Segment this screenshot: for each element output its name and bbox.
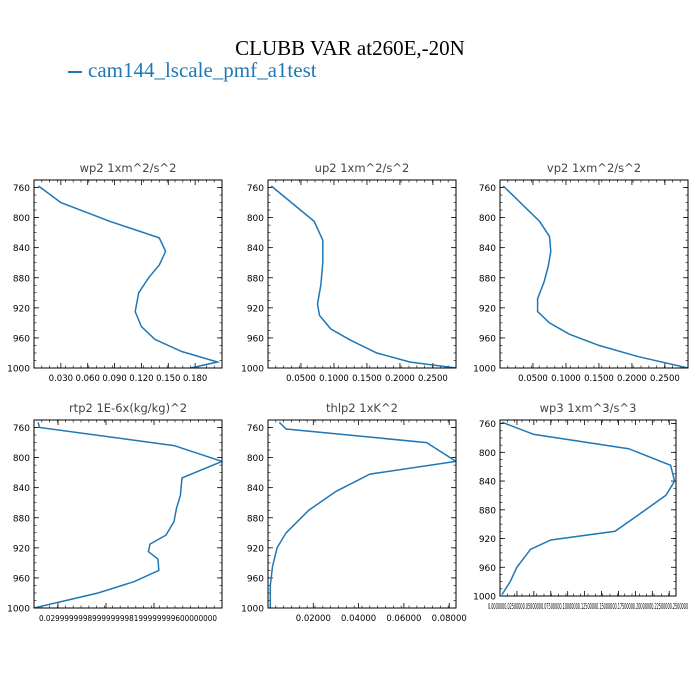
y-tick-label: 760 (479, 184, 496, 194)
panel-frame (33, 419, 223, 609)
x-tick-label: 0.1500 (584, 374, 614, 384)
y-tick-label: 800 (13, 214, 30, 224)
x-tick-label: 0.180 (183, 374, 207, 384)
panel-frame (267, 419, 457, 609)
x-tick-label: 0.1500 (352, 374, 382, 384)
x-tick-label: 0.04000 (341, 614, 376, 624)
x-tick-label: 0.1000 (551, 374, 581, 384)
y-tick-label: 960 (247, 574, 264, 584)
y-tick-label: 840 (479, 244, 496, 254)
legend-line-marker (68, 71, 82, 74)
panel-3: vp2 1xm^2/s^2 760 800 840 880 920 960 1000 0.050… (473, 161, 689, 384)
figure-title: CLUBB VAR at260E,-20N (235, 36, 465, 60)
y-tick-label: 840 (13, 244, 30, 254)
y-tick-label: 960 (13, 334, 30, 344)
x-tick-label: 0.0000000.02500000.05000000.07500000.100… (488, 602, 688, 611)
panel-frame (267, 179, 457, 369)
panel-frame (499, 419, 677, 597)
series-line (270, 185, 456, 368)
y-tick-label: 1000 (473, 365, 496, 375)
x-tick-label: 0.030 (49, 374, 73, 384)
panel-title: vp2 1xm^2/s^2 (547, 161, 641, 175)
y-tick-label: 880 (13, 274, 30, 284)
x-tick-label: 0.2500 (418, 374, 448, 384)
y-tick-label: 1000 (241, 365, 264, 375)
y-tick-label: 880 (247, 274, 264, 284)
panel-6: wp3 1xm^3/s^3 760 800 840 880 920 960 10000.000… (473, 401, 688, 611)
series-line (34, 422, 222, 608)
panel-title: up2 1xm^2/s^2 (315, 161, 410, 175)
x-tick-label: 0.06000 (386, 614, 421, 624)
x-tick-label: 0.02000 (296, 614, 331, 624)
y-tick-label: 840 (479, 478, 496, 488)
x-tick-label: 0.150 (156, 374, 180, 384)
y-tick-label: 920 (247, 304, 264, 314)
y-tick-label: 880 (479, 274, 496, 284)
panel-5: thlp2 1xK^2 760 800 840 880 920 960 1000 0.02000… (241, 401, 467, 624)
y-tick-label: 800 (13, 454, 30, 464)
y-tick-label: 760 (13, 424, 30, 434)
x-tick-label: 0.0500 (286, 374, 316, 384)
x-tick-label: 0.0299999998999999998199999999600000000 (39, 614, 217, 623)
y-tick-label: 960 (247, 334, 264, 344)
y-tick-label: 760 (13, 184, 30, 194)
y-tick-label: 840 (247, 484, 264, 494)
y-tick-label: 920 (247, 544, 264, 554)
y-tick-label: 1000 (7, 365, 30, 375)
y-tick-label: 800 (247, 454, 264, 464)
panel-frame (33, 179, 223, 369)
x-tick-label: 0.1000 (319, 374, 349, 384)
y-tick-label: 840 (13, 484, 30, 494)
panel-1: wp2 1xm^2/s^2 760 800 840 880 920 960 1000 0.030… (7, 161, 223, 384)
y-tick-label: 920 (479, 535, 496, 545)
y-tick-label: 920 (13, 304, 30, 314)
x-tick-label: 0.090 (102, 374, 126, 384)
y-tick-label: 920 (479, 304, 496, 314)
series-line (501, 421, 676, 596)
y-tick-label: 760 (247, 184, 264, 194)
x-tick-label: 0.08000 (432, 614, 467, 624)
panel-title: wp3 1xm^3/s^3 (540, 401, 637, 415)
panel-4: rtp2 1E-6x(kg/kg)^2 760 800 840 880 920 960 100… (7, 401, 223, 623)
series-line (502, 185, 688, 368)
series-line (38, 185, 221, 368)
y-tick-label: 880 (247, 514, 264, 524)
y-tick-label: 880 (479, 506, 496, 516)
x-tick-label: 0.2500 (650, 374, 680, 384)
x-tick-label: 0.0500 (518, 374, 548, 384)
x-tick-label: 0.2000 (617, 374, 647, 384)
y-tick-label: 1000 (473, 593, 496, 603)
panel-title: wp2 1xm^2/s^2 (80, 161, 177, 175)
panel-title: rtp2 1E-6x(kg/kg)^2 (69, 401, 187, 415)
y-tick-label: 800 (479, 214, 496, 224)
panel-frame (499, 179, 689, 369)
x-tick-label: 0.060 (76, 374, 100, 384)
y-tick-label: 840 (247, 244, 264, 254)
y-tick-label: 760 (247, 424, 264, 434)
y-tick-label: 960 (479, 334, 496, 344)
x-tick-label: 0.2000 (385, 374, 415, 384)
y-tick-label: 960 (479, 564, 496, 574)
legend: cam144_lscale_pmf_a1test (68, 58, 317, 83)
y-tick-label: 760 (479, 420, 496, 430)
y-tick-label: 800 (479, 449, 496, 459)
y-tick-label: 800 (247, 214, 264, 224)
series-line (269, 421, 456, 608)
y-tick-label: 920 (13, 544, 30, 554)
x-tick-label: 0.120 (129, 374, 153, 384)
y-tick-label: 1000 (7, 605, 30, 615)
y-tick-label: 880 (13, 514, 30, 524)
legend-label: cam144_lscale_pmf_a1test (88, 58, 317, 82)
y-tick-label: 960 (13, 574, 30, 584)
panel-2: up2 1xm^2/s^2 760 800 840 880 920 960 1000 0.050… (241, 161, 457, 384)
y-tick-label: 1000 (241, 605, 264, 615)
panel-title: thlp2 1xK^2 (326, 401, 398, 415)
